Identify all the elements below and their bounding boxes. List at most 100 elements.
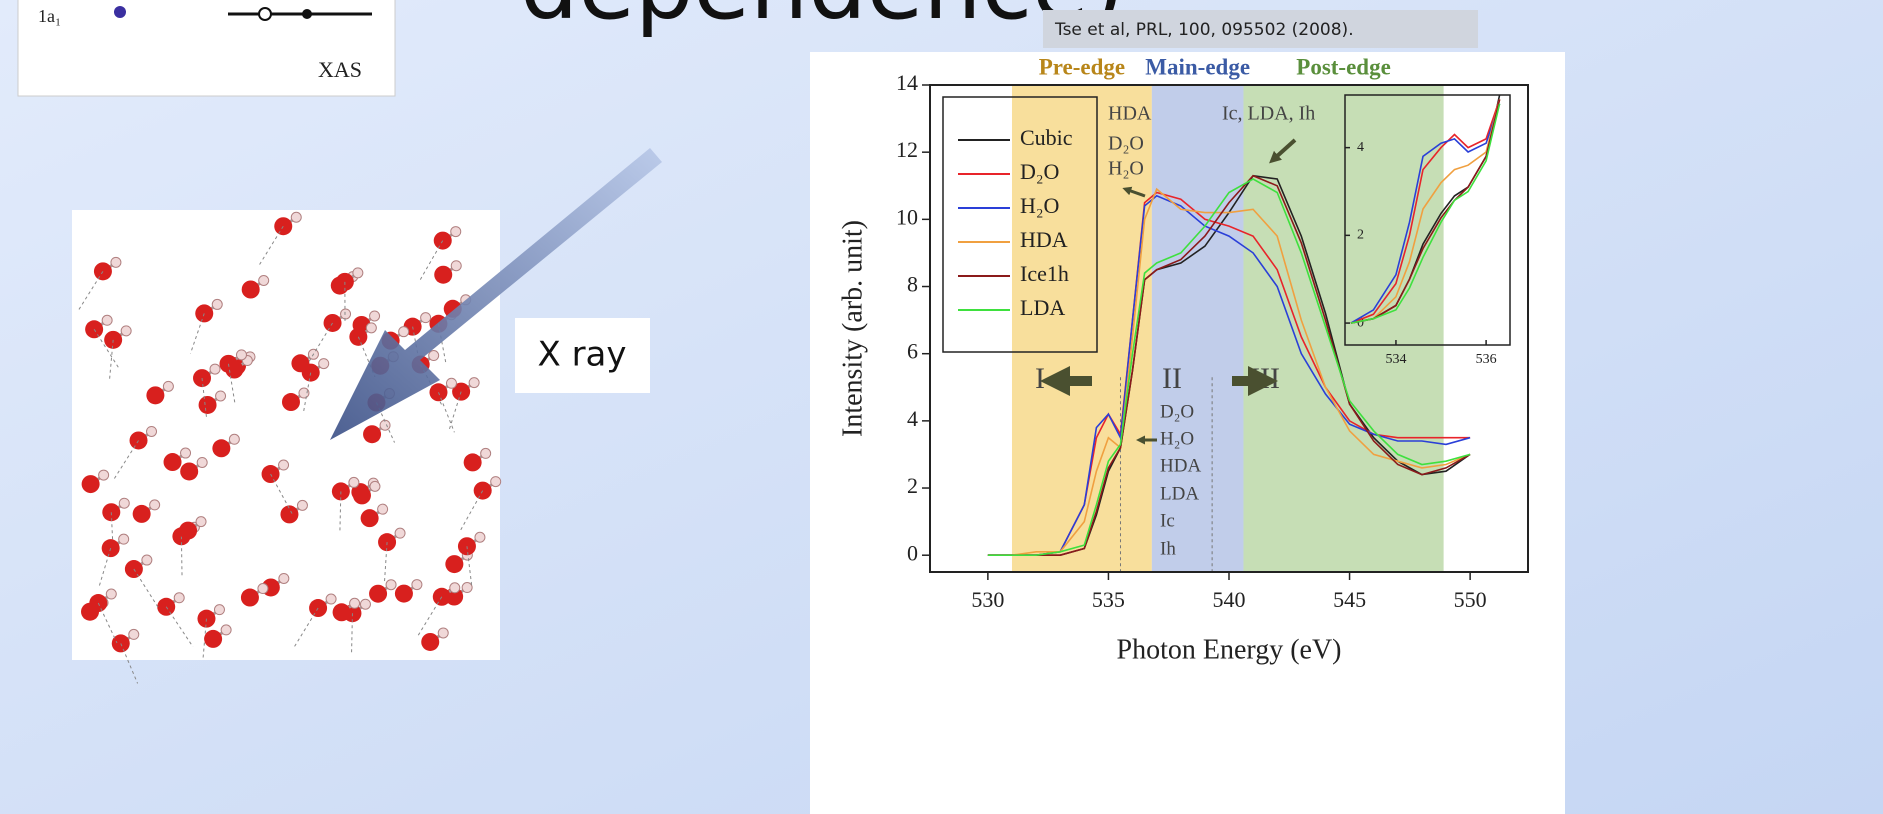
level-dot: [302, 9, 312, 19]
legend-label: Ice1h: [1020, 261, 1069, 286]
hydrogen: [196, 456, 208, 468]
oxygen: [421, 632, 440, 651]
hydrogen: [120, 325, 132, 337]
annotation: II: [1162, 362, 1182, 395]
hbond: [438, 392, 455, 433]
hydrogen: [385, 579, 397, 591]
hbond: [419, 240, 444, 281]
xray-beam: [330, 148, 662, 440]
y-tick-label: 2: [907, 473, 918, 498]
hydrogen: [377, 503, 389, 515]
hydrogen: [213, 604, 225, 616]
series-line: [987, 187, 1471, 556]
region-band: [1151, 85, 1244, 572]
legend-label: LDA: [1020, 295, 1065, 320]
region-label: Main-edge: [1145, 54, 1250, 79]
charts: Pre-edge Main-edge Post-edge 530 535 540 545 55…: [837, 54, 1529, 665]
x-tick-label: 534: [1385, 352, 1406, 367]
annotation: HDA: [1160, 455, 1201, 476]
legend-label: HDA: [1020, 227, 1068, 252]
hydrogen: [195, 516, 207, 528]
oxygen: [280, 505, 299, 524]
annotation: D₂O: [1160, 401, 1194, 422]
y-tick-label: 10: [896, 204, 918, 229]
annotation: I: [1035, 362, 1045, 395]
hydrogen: [173, 592, 185, 604]
arrow: [1269, 138, 1297, 164]
y-tick-label: 14: [896, 70, 918, 95]
legend-label: D₂O: [1020, 159, 1059, 184]
hydrogen: [278, 572, 290, 584]
hydrogen: [369, 480, 381, 492]
hydrogen: [318, 358, 330, 370]
annotation: H₂O: [1108, 158, 1144, 180]
oxygen: [198, 395, 217, 414]
y-tick-label: 4: [907, 406, 918, 431]
hydrogen: [450, 226, 462, 238]
hbond: [120, 643, 139, 684]
hydrogen: [428, 350, 440, 362]
hbond: [165, 606, 194, 648]
hydrogen: [215, 390, 227, 402]
y-tick-label: 8: [907, 272, 918, 297]
hbond: [190, 313, 205, 354]
diagram-box: [17, 0, 396, 97]
hbond: [351, 613, 353, 654]
oxygen: [394, 584, 413, 603]
hydrogen: [480, 447, 492, 459]
hydrogen: [394, 527, 406, 539]
series-line: [987, 178, 1471, 556]
hydrogen: [180, 447, 192, 459]
y-tick-label: 2: [1357, 228, 1364, 243]
annotation: Ic: [1160, 510, 1175, 531]
hbond: [466, 546, 473, 587]
hbond: [109, 339, 114, 380]
x-tick-label: 535: [1092, 587, 1125, 612]
series-line: [1350, 103, 1501, 324]
hydrogen: [118, 497, 130, 509]
hydrogen: [110, 256, 122, 268]
oxygen: [463, 453, 482, 472]
annotation: Ih: [1160, 538, 1176, 559]
hbond: [270, 473, 293, 515]
hbond: [339, 491, 342, 532]
x-tick-label: 550: [1454, 587, 1487, 612]
hbond: [112, 440, 139, 481]
oxygen: [369, 584, 388, 603]
series-line: [987, 174, 1471, 556]
annotation: H₂O: [1160, 428, 1194, 449]
hbond: [98, 548, 112, 589]
hbond: [180, 536, 183, 577]
xray-label: X ray: [537, 335, 626, 375]
hydrogen: [296, 499, 308, 511]
x-axis-title: Photon Energy (eV): [1117, 634, 1342, 665]
hydrogen: [141, 554, 153, 566]
oxygen: [146, 386, 165, 405]
oxygen: [360, 509, 379, 528]
oxygen: [132, 504, 151, 523]
hydrogen: [398, 326, 410, 338]
hydrogen: [445, 377, 457, 389]
hbond: [227, 363, 236, 404]
xray-label-box: [515, 318, 650, 393]
hydrogen: [220, 624, 232, 636]
annotation: D₂O: [1108, 133, 1144, 155]
hydrogen: [348, 476, 360, 488]
hydrogen: [474, 531, 486, 543]
hydrogen: [290, 211, 302, 223]
series-line: [1350, 99, 1501, 324]
hbond: [448, 391, 462, 432]
oxygen: [363, 425, 382, 444]
oxygen: [241, 280, 260, 299]
hydrogen: [325, 593, 337, 605]
oxygen: [179, 521, 198, 540]
y-axis-title: Intensity (arb. unit): [837, 220, 868, 437]
hbond: [383, 542, 388, 583]
hydrogen: [369, 310, 381, 322]
hbond: [97, 602, 118, 644]
x-tick-label: 545: [1333, 587, 1366, 612]
hydrogen: [298, 387, 310, 399]
hydrogen: [349, 597, 361, 609]
hydrogen: [461, 582, 473, 594]
